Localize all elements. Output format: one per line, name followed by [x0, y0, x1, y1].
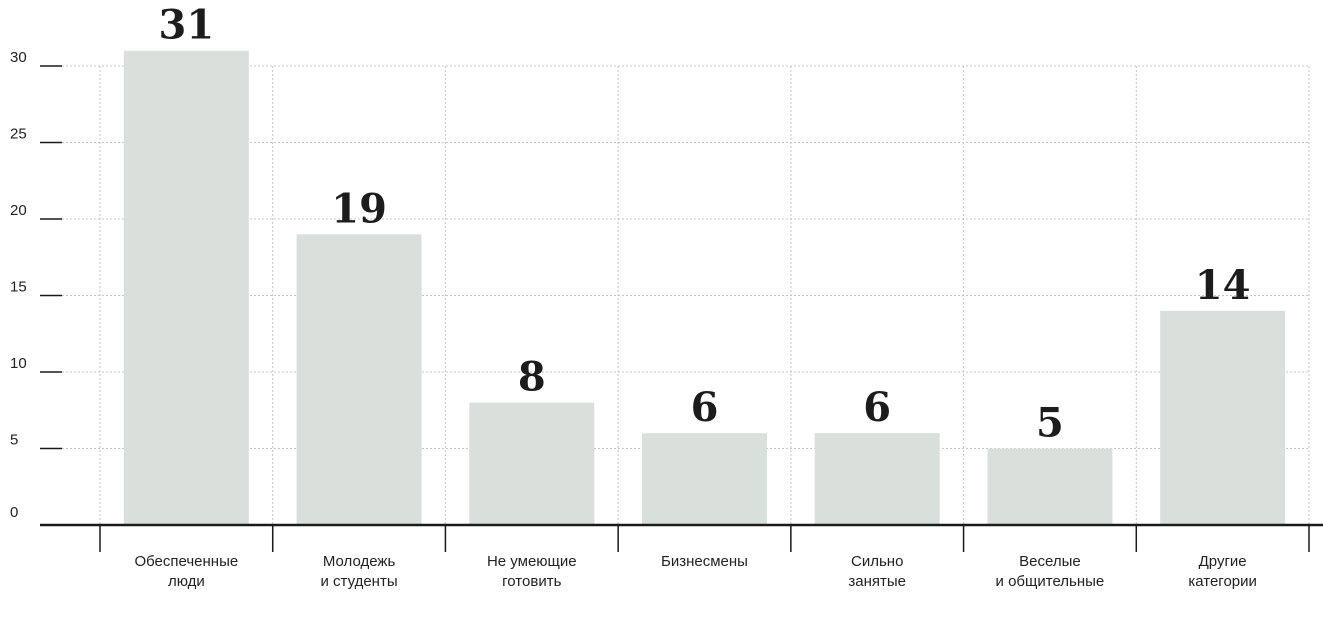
y-tick-label: 20 — [10, 202, 27, 219]
x-category-label: Молодежь и студенты — [321, 553, 398, 590]
bar-value-label: 6 — [863, 384, 891, 431]
x-category-label: Сильно занятые — [848, 553, 906, 590]
x-category-label: Веселые и общительные — [996, 553, 1105, 590]
bar-value-label: 5 — [1036, 400, 1064, 447]
bar-value-label: 6 — [691, 384, 719, 431]
x-axis — [40, 523, 1323, 552]
category-labels: Обеспеченные люди Молодежь и студенты Не уме… — [134, 553, 1256, 590]
y-axis: 0 5 10 15 20 25 30 — [10, 49, 62, 521]
x-category-label: Обеспеченные люди — [134, 553, 238, 590]
value-labels: 31 19 8 6 6 5 14 — [159, 2, 1251, 447]
bar — [642, 433, 767, 525]
bar — [123, 50, 249, 525]
bar — [296, 234, 422, 526]
y-tick-label: 10 — [10, 355, 27, 372]
y-tick-label: 25 — [10, 126, 27, 143]
y-tick-label: 30 — [10, 49, 27, 66]
grid-layer — [62, 65, 1310, 525]
x-category-label: Не умеющие готовить — [487, 553, 577, 590]
bar-value-label: 14 — [1195, 262, 1251, 309]
bar-value-label: 19 — [331, 185, 387, 232]
x-category-label: Другие категории — [1188, 553, 1257, 590]
y-tick-label: 0 — [10, 504, 18, 521]
y-tick-label: 5 — [10, 432, 18, 449]
x-category-label: Бизнесмены — [661, 553, 748, 570]
bar-value-label: 8 — [518, 354, 546, 401]
y-tick-label: 15 — [10, 279, 27, 296]
bar — [469, 402, 595, 525]
bar — [814, 433, 940, 525]
bars — [123, 50, 1286, 526]
bar — [987, 448, 1113, 525]
bar-value-label: 31 — [159, 2, 215, 49]
bar — [1160, 310, 1286, 525]
